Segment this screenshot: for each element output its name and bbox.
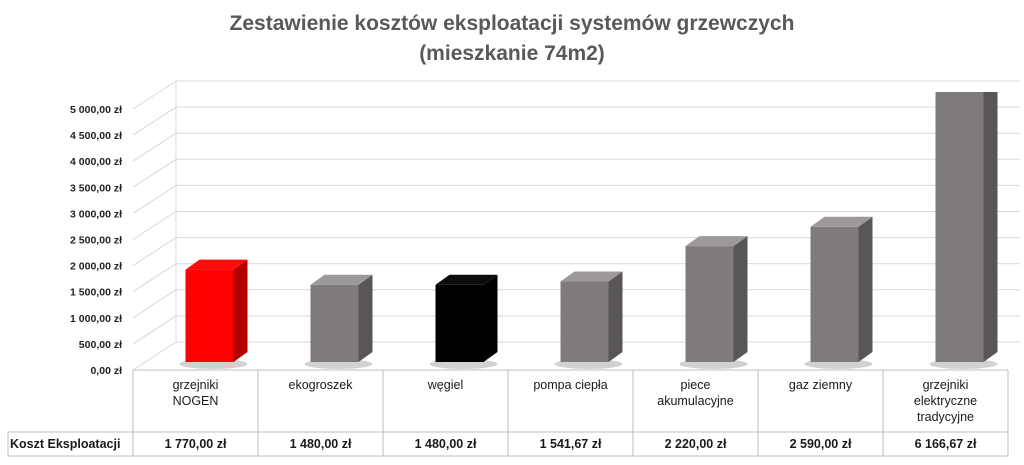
x-tick-label: grzejniki NOGEN: [172, 378, 219, 408]
x-tick-label: piece akumulacyjne: [657, 378, 734, 408]
bars: [179, 30, 998, 369]
grid-line: [132, 158, 177, 188]
bar-side: [608, 271, 623, 362]
y-tick-label: 1 500,00 zł: [70, 287, 122, 299]
grid-line: [132, 237, 177, 267]
bar-side: [483, 274, 498, 362]
x-tick-label: gaz ziemny: [788, 378, 853, 392]
y-tick-label: 3 500,00 zł: [70, 182, 122, 194]
y-tick-label: 4 500,00 zł: [70, 130, 122, 142]
value-label: 1 480,00 zł: [414, 437, 477, 451]
grid-line: [132, 341, 177, 371]
bar-top: [810, 216, 873, 227]
bar: [310, 284, 359, 362]
bar-top: [185, 259, 248, 270]
bar: [560, 281, 609, 362]
value-label: 1 770,00 zł: [164, 437, 227, 451]
y-tick-label: 0,00 zł: [90, 365, 122, 377]
bar: [810, 226, 859, 362]
grid-line: [132, 106, 177, 136]
value-label: 2 220,00 zł: [664, 437, 727, 451]
bar: [435, 284, 484, 362]
y-tick-label: 500,00 zł: [79, 339, 122, 351]
y-tick-label: 2 500,00 zł: [70, 235, 122, 247]
grid-line: [132, 132, 177, 162]
bar: [935, 92, 984, 363]
bar-side: [983, 92, 998, 362]
grid-line: [132, 80, 177, 110]
table-row-label: Koszt Eksploatacji: [10, 437, 121, 451]
bar: [185, 269, 234, 362]
bar-top: [936, 30, 998, 40]
value-label: 1 480,00 zł: [289, 437, 352, 451]
y-tick-label: 5 000,00 zł: [70, 104, 122, 116]
x-tick-label: grzejniki elektryczne tradycyjne: [913, 378, 978, 424]
x-tick-label: pompa ciepła: [533, 378, 608, 392]
y-tick-label: 4 000,00 zł: [70, 156, 122, 168]
bar-side: [733, 236, 748, 362]
data-table: [7, 369, 1009, 457]
x-tick-label: ekogroszek: [288, 378, 353, 392]
grid-line: [132, 289, 177, 319]
y-tick-label: 3 000,00 zł: [70, 208, 122, 220]
bar-top: [310, 274, 373, 285]
grid-line: [132, 211, 177, 240]
bar-top: [685, 236, 748, 247]
chart-title: Zestawienie kosztów eksploatacji systemó…: [229, 12, 795, 35]
grid-line: [132, 184, 177, 214]
chart-subtitle: (mieszkanie 74m2): [419, 42, 605, 65]
bar: [685, 246, 734, 362]
y-tick-label: 2 000,00 zł: [70, 261, 122, 273]
bar-side: [358, 274, 373, 362]
bar-top: [560, 271, 623, 282]
bar-side: [858, 216, 873, 362]
grid-line: [132, 315, 177, 345]
bar-top: [435, 274, 498, 285]
bar-side: [233, 259, 248, 362]
value-label: 1 541,67 zł: [539, 437, 602, 451]
x-tick-label: węgiel: [427, 378, 464, 392]
value-label: 6 166,67 zł: [914, 437, 977, 451]
value-label: 2 590,00 zł: [789, 437, 852, 451]
grid-line: [132, 263, 177, 293]
y-tick-label: 1 000,00 zł: [70, 313, 122, 325]
